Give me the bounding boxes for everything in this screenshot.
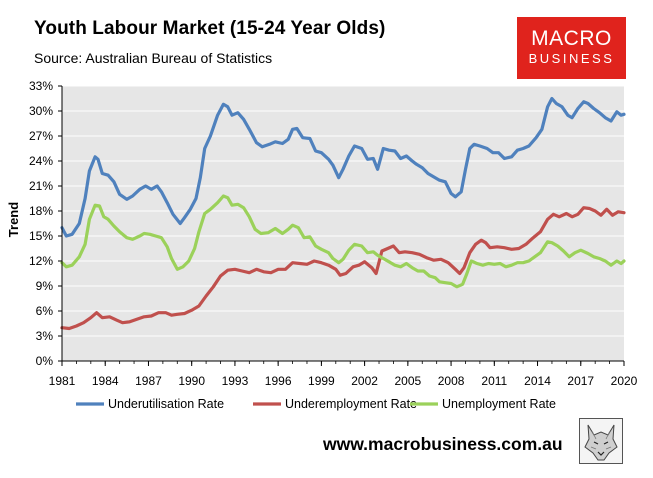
x-tick-label: 1993: [222, 374, 249, 388]
x-tick-label: 1987: [135, 374, 162, 388]
y-tick-label: 24%: [29, 154, 53, 168]
macrobusiness-logo: MACRO BUSINESS: [517, 17, 626, 79]
y-tick-label: 30%: [29, 104, 53, 118]
x-tick-label: 2020: [611, 374, 638, 388]
series-line-underutilisation: [60, 96, 626, 238]
chart-subtitle: Source: Australian Bureau of Statistics: [34, 50, 273, 66]
y-tick-label: 15%: [29, 229, 53, 243]
x-tick-label: 2014: [524, 374, 551, 388]
y-tick-label: 21%: [29, 179, 53, 193]
y-axis-ticks: 0% 3% 6% 9% 12% 15% 18% 21% 24% 27% 30% 33%: [29, 79, 62, 368]
wolf-logo: [579, 418, 623, 464]
y-tick-label: 0%: [36, 354, 54, 368]
x-tick-label: 2005: [394, 374, 421, 388]
x-tick-label: 2011: [481, 374, 507, 388]
logo-line-2: BUSINESS: [528, 51, 615, 66]
y-tick-label: 12%: [29, 254, 53, 268]
y-tick-label: 6%: [36, 304, 54, 318]
wolf-icon: [584, 424, 618, 461]
y-axis-title: Trend: [6, 201, 22, 238]
logo-line-1: MACRO: [531, 27, 612, 50]
website-url[interactable]: www.macrobusiness.com.au: [323, 434, 563, 454]
y-tick-label: 33%: [29, 79, 53, 93]
y-tick-label: 18%: [29, 204, 53, 218]
axes: [61, 86, 624, 362]
x-tick-label: 1981: [49, 374, 76, 388]
x-tick-label: 1999: [308, 374, 335, 388]
x-tick-label: 2017: [567, 374, 594, 388]
x-tick-label: 1984: [92, 374, 119, 388]
x-tick-label: 2002: [351, 374, 378, 388]
y-tick-label: 9%: [36, 279, 54, 293]
legend-label-underemployment: Underemployment Rate: [285, 397, 417, 411]
y-tick-label: 3%: [36, 329, 54, 343]
legend-label-underutilisation: Underutilisation Rate: [108, 397, 224, 411]
series-line-unemployment: [60, 194, 626, 289]
chart-title: Youth Labour Market (15-24 Year Olds): [34, 18, 386, 39]
x-axis-ticks: 1981 1984 1987 1990 1993 1996 1999 2002 2005 2008…: [49, 361, 638, 388]
x-tick-label: 2008: [438, 374, 465, 388]
legend-label-unemployment: Unemployment Rate: [442, 397, 556, 411]
series-line-underemployment: [60, 206, 626, 331]
x-tick-label: 1996: [265, 374, 292, 388]
legend: Underutilisation Rate Underemployment Rat…: [76, 397, 556, 411]
x-tick-label: 1990: [178, 374, 205, 388]
series-group: [60, 96, 626, 331]
plot-area: [62, 86, 624, 361]
y-tick-label: 27%: [29, 129, 53, 143]
